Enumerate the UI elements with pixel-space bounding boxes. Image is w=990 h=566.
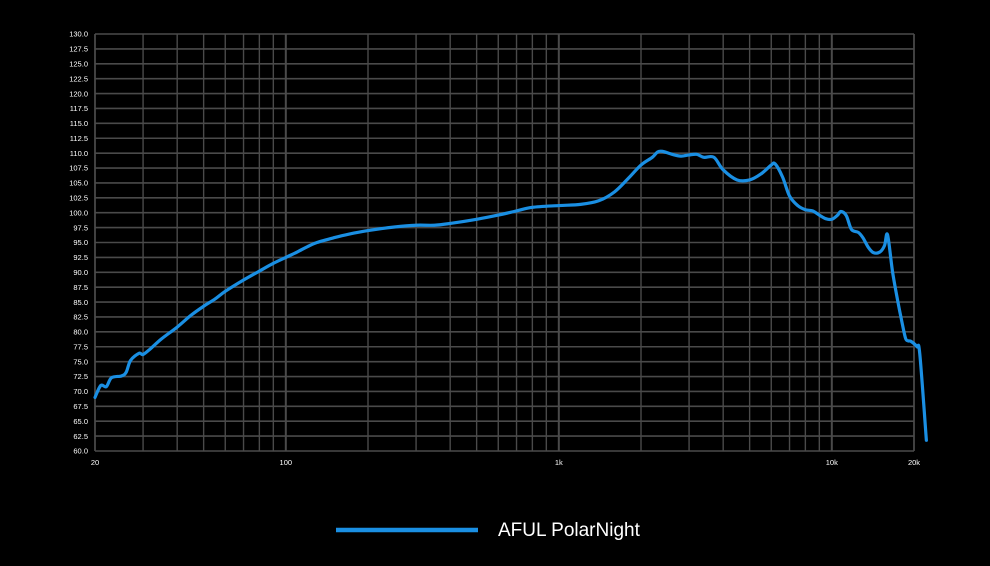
y-tick-label: 117.5 (70, 104, 88, 113)
y-tick-label: 85.0 (73, 298, 88, 307)
y-tick-label: 120.0 (69, 89, 88, 98)
x-tick-label: 10k (826, 458, 838, 467)
y-tick-label: 70.0 (73, 387, 88, 396)
y-tick-label: 67.5 (73, 402, 88, 411)
x-axis-tick-labels: 20 100 1k 10k 20k (91, 458, 920, 467)
y-tick-label: 115.0 (70, 119, 88, 128)
series-layer (93, 149, 928, 442)
y-tick-label: 110.0 (70, 149, 88, 158)
legend-label: AFUL PolarNight (498, 520, 641, 541)
x-tick-label: 20 (91, 458, 99, 467)
y-tick-label: 80.0 (73, 328, 88, 337)
y-axis-tick-labels: 60.0 62.5 65.0 67.5 70.0 72.5 75.0 77.5 80.0 82.5… (69, 30, 88, 456)
y-tick-label: 130.0 (69, 30, 88, 39)
legend: AFUL PolarNight (336, 520, 641, 541)
y-tick-label: 75.0 (73, 357, 88, 366)
y-tick-label: 92.5 (73, 253, 88, 262)
y-tick-label: 105.0 (69, 179, 88, 188)
x-tick-label: 1k (555, 458, 563, 467)
y-tick-label: 107.5 (69, 164, 88, 173)
y-tick-label: 65.0 (73, 417, 88, 426)
x-tick-label: 100 (280, 458, 293, 467)
y-tick-label: 90.0 (73, 268, 88, 277)
y-tick-label: 95.0 (73, 238, 88, 247)
x-tick-label: 20k (908, 458, 920, 467)
y-tick-label: 102.5 (69, 194, 88, 203)
y-tick-label: 82.5 (73, 313, 88, 322)
y-tick-label: 112.5 (70, 134, 88, 143)
y-tick-label: 60.0 (73, 447, 88, 456)
y-tick-label: 97.5 (73, 223, 88, 232)
y-tick-label: 127.5 (69, 45, 88, 54)
y-tick-label: 125.0 (69, 59, 88, 68)
y-tick-label: 100.0 (69, 208, 88, 217)
y-tick-label: 72.5 (73, 372, 88, 381)
y-tick-label: 77.5 (73, 342, 88, 351)
series-line-aful-polarnight (93, 149, 928, 442)
y-tick-label: 122.5 (69, 74, 88, 83)
y-tick-label: 62.5 (73, 432, 88, 441)
y-tick-label: 87.5 (73, 283, 88, 292)
